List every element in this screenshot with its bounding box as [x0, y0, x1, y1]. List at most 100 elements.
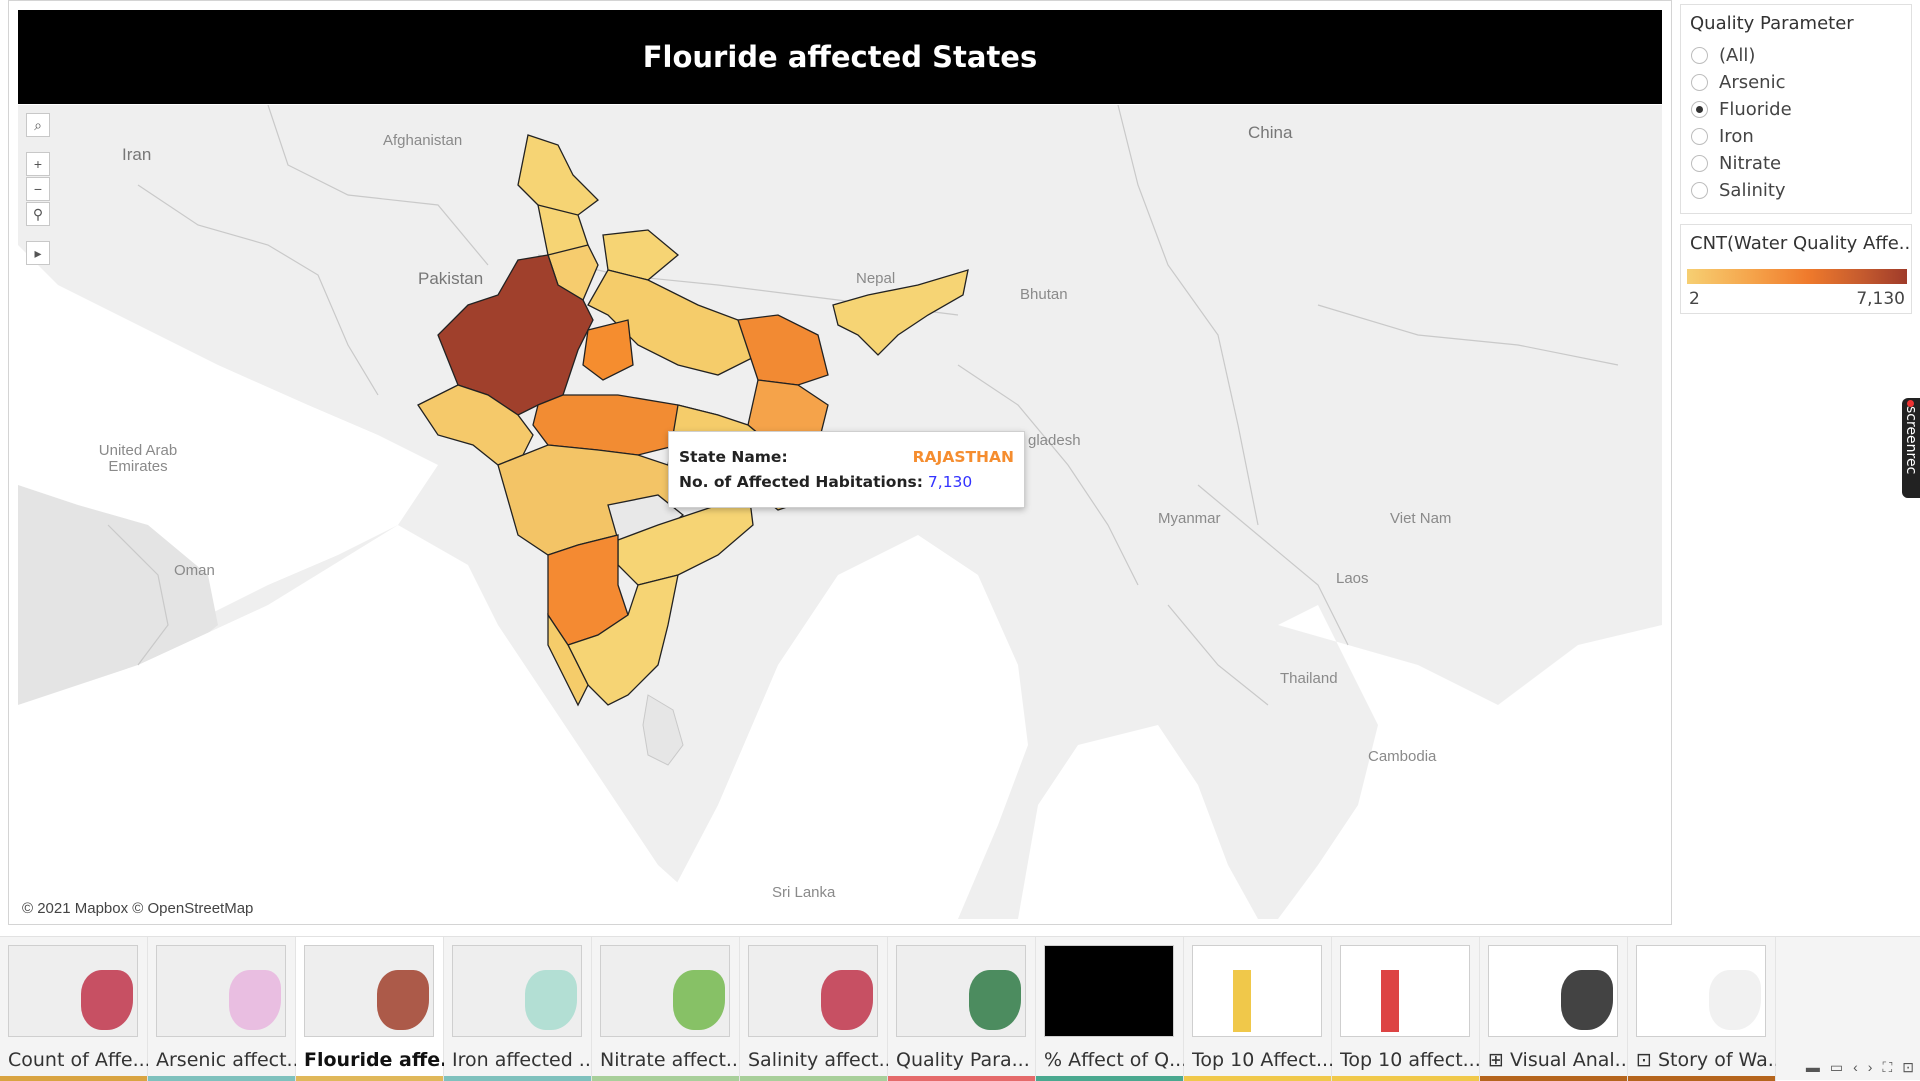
share-icon[interactable]: ⊡ — [1902, 1059, 1914, 1075]
filter-options: (All) Arsenic Fluoride Iron Nitrate Salinity — [1681, 42, 1911, 204]
story-thumbnail — [748, 945, 878, 1037]
filter-option-arsenic[interactable]: Arsenic — [1681, 69, 1911, 96]
label-iran: Iran — [122, 145, 152, 164]
story-tab-3[interactable]: Iron affected ... — [444, 937, 592, 1081]
screenrec-tab[interactable]: screenrec — [1902, 398, 1920, 498]
story-tab-label: Count of Affe... — [8, 1049, 148, 1071]
story-tab-label: ⊞ Visual Anal... — [1488, 1049, 1628, 1071]
story-tab-label: Salinity affect... — [748, 1049, 888, 1071]
tab-color-bar — [740, 1076, 887, 1081]
color-legend: CNT(Water Quality Affe... 2 7,130 — [1680, 224, 1912, 314]
story-thumbnail — [8, 945, 138, 1037]
label-thailand: Thailand — [1280, 670, 1338, 687]
south-china-sea — [1278, 605, 1662, 919]
tab-color-bar — [444, 1076, 591, 1081]
story-tab-0[interactable]: Count of Affe... — [0, 937, 148, 1081]
radio-button[interactable] — [1691, 182, 1708, 199]
map-toolbar: ⌕ + − ⚲ ▸ — [26, 113, 52, 266]
story-tab-8[interactable]: Top 10 Affect... — [1184, 937, 1332, 1081]
filter-option-all[interactable]: (All) — [1681, 42, 1911, 69]
tab-color-bar — [0, 1076, 147, 1081]
radio-button[interactable] — [1691, 155, 1708, 172]
tab-color-bar — [1332, 1076, 1479, 1081]
filter-option-label: Fluoride — [1719, 99, 1792, 120]
story-tab-4[interactable]: Nitrate affect... — [592, 937, 740, 1081]
radio-button[interactable] — [1691, 47, 1708, 64]
thumbnail-shape — [1709, 970, 1761, 1030]
story-tab-2[interactable]: Flouride affe... — [296, 937, 444, 1081]
state-bihar — [737, 314, 829, 386]
story-tab-6[interactable]: Quality Para... — [888, 937, 1036, 1081]
grid-icon[interactable]: ▭ — [1829, 1059, 1844, 1075]
thumbnail-shape — [377, 970, 429, 1030]
story-tab-9[interactable]: Top 10 affect... — [1332, 937, 1480, 1081]
legend-max: 7,130 — [1856, 289, 1905, 309]
story-tab-label: ⊡ Story of Wa... — [1636, 1049, 1776, 1071]
zoom-out-icon[interactable]: − — [26, 177, 50, 201]
title-bar: Flouride affected States — [18, 10, 1662, 104]
filter-option-fluoride[interactable]: Fluoride — [1681, 96, 1911, 123]
tab-color-bar — [1036, 1076, 1183, 1081]
story-tab-label: % Affect of Q... — [1044, 1049, 1184, 1071]
fullscreen-icon[interactable]: ⛶ — [1882, 1059, 1893, 1075]
filter-option-iron[interactable]: Iron — [1681, 123, 1911, 150]
story-tab-11[interactable]: ⊡ Story of Wa... — [1628, 937, 1776, 1081]
state-tooltip: State Name: RAJASTHAN No. of Affected Ha… — [668, 431, 1025, 508]
tab-color-bar — [1184, 1076, 1331, 1081]
map-view[interactable]: ⌕ + − ⚲ ▸ Iran Afghanistan Pakistan Chin… — [18, 105, 1662, 919]
story-tab-7[interactable]: % Affect of Q... — [1036, 937, 1184, 1081]
tooltip-state-value: RAJASTHAN — [912, 447, 1014, 466]
label-sri-lanka: Sri Lanka — [772, 884, 836, 901]
map-canvas[interactable] — [18, 105, 1662, 919]
sri-lanka — [642, 694, 684, 766]
story-tab-label: Nitrate affect... — [600, 1049, 740, 1071]
thumbnail-shape — [1233, 970, 1251, 1032]
map-attribution[interactable]: © 2021 Mapbox © OpenStreetMap — [22, 900, 254, 917]
tooltip-count-value: 7,130 — [927, 472, 973, 491]
prev-icon[interactable]: ‹ — [1853, 1059, 1858, 1075]
radio-button[interactable] — [1691, 74, 1708, 91]
filter-option-label: (All) — [1719, 45, 1756, 66]
label-cambodia: Cambodia — [1368, 748, 1437, 765]
page-title: Flouride affected States — [642, 40, 1038, 74]
radio-button[interactable] — [1691, 128, 1708, 145]
zoom-in-icon[interactable]: + — [26, 152, 50, 176]
thumbnail-shape — [1117, 970, 1169, 1030]
layout-icon[interactable]: ▬ — [1805, 1059, 1820, 1075]
story-tab-label: Top 10 affect... — [1340, 1049, 1480, 1071]
filter-option-nitrate[interactable]: Nitrate — [1681, 150, 1911, 177]
tooltip-count-label: No. of Affected Habitations: — [679, 472, 923, 491]
tab-color-bar — [1628, 1076, 1775, 1081]
tab-color-bar — [592, 1076, 739, 1081]
filter-option-label: Salinity — [1719, 180, 1786, 201]
story-thumbnail — [304, 945, 434, 1037]
filter-option-label: Arsenic — [1719, 72, 1786, 93]
next-icon[interactable]: › — [1867, 1059, 1873, 1075]
state-andhra — [617, 483, 754, 586]
quality-parameter-filter: Quality Parameter (All) Arsenic Fluoride Ir… — [1680, 4, 1912, 214]
story-thumbnail — [1340, 945, 1470, 1037]
story-thumbnail — [896, 945, 1026, 1037]
pin-icon[interactable]: ⚲ — [26, 202, 50, 226]
state-kerala — [547, 612, 589, 707]
legend-min: 2 — [1689, 289, 1700, 309]
radio-button[interactable] — [1691, 101, 1708, 118]
story-tab-1[interactable]: Arsenic affect... — [148, 937, 296, 1081]
filter-title: Quality Parameter — [1690, 13, 1854, 34]
filter-option-salinity[interactable]: Salinity — [1681, 177, 1911, 204]
label-viet-nam: Viet Nam — [1390, 510, 1452, 527]
thumbnail-shape — [1561, 970, 1613, 1030]
search-icon[interactable]: ⌕ — [26, 113, 50, 137]
tooltip-count-row: No. of Affected Habitations: 7,130 — [679, 469, 1014, 494]
play-icon[interactable]: ▸ — [26, 241, 50, 265]
story-thumbnail — [1488, 945, 1618, 1037]
thumbnail-shape — [821, 970, 873, 1030]
thumbnail-shape — [229, 970, 281, 1030]
story-navigator: Count of Affe... Arsenic affect... Flourid… — [0, 936, 1920, 1081]
legend-title: CNT(Water Quality Affe... — [1690, 233, 1911, 254]
record-dot-icon — [1907, 400, 1914, 407]
story-tab-10[interactable]: ⊞ Visual Anal... — [1480, 937, 1628, 1081]
tab-color-bar — [148, 1076, 295, 1081]
story-tab-5[interactable]: Salinity affect... — [740, 937, 888, 1081]
label-bhutan: Bhutan — [1020, 286, 1068, 303]
